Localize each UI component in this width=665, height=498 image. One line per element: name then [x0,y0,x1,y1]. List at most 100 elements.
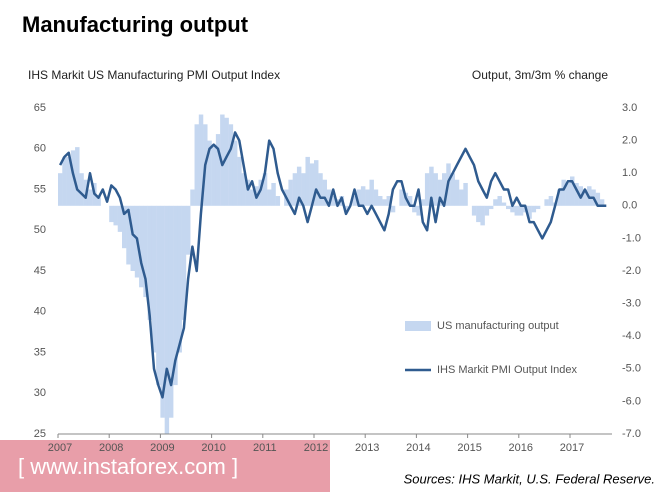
bar [262,173,268,206]
x-tick-label: 2013 [355,442,379,454]
bar [518,205,524,216]
y2-tick-label: -2.0 [622,265,641,277]
bar [224,117,229,206]
bar [258,179,263,206]
bar [292,173,298,206]
line [58,131,607,399]
bar [497,196,502,206]
bar [322,179,327,206]
bar [582,189,588,206]
bar [215,134,221,206]
bar [96,196,101,206]
y2-tick-label: -4.0 [622,330,641,342]
watermark-box [0,440,330,492]
x-tick-label: 2009 [150,442,174,454]
subtitle-left: IHS Markit US Manufacturing PMI Output I… [28,68,280,82]
bar [301,173,306,206]
bar [79,173,84,206]
bar [275,196,281,206]
bar [232,140,238,206]
bar [190,189,195,206]
bar [237,156,242,206]
bar [450,173,455,206]
chart-title: Manufacturing output [22,12,249,37]
bar [565,182,571,206]
bar [139,205,144,288]
bar [437,179,443,206]
bar [570,176,575,206]
bar [595,192,601,206]
bar [220,114,225,206]
y-tick-label: 25 [34,428,46,440]
x-tick-label: 2007 [48,442,72,454]
x-tick-label: 2017 [560,442,584,454]
y2-tick-label: 1.0 [622,167,637,179]
bar [75,147,80,206]
bar [480,205,485,226]
bar [510,205,515,213]
bar [484,205,490,216]
bar [160,205,165,418]
bar [130,205,135,271]
bar [433,173,438,206]
bar [574,182,579,206]
bar [318,173,323,206]
bar [62,156,67,206]
y2-tick-label: -6.0 [622,395,641,407]
bar [288,179,293,206]
bar [309,163,315,206]
y2-tick-label: -5.0 [622,363,641,375]
bar [250,189,255,206]
bar [117,205,123,232]
legend-label: US manufacturing output [437,320,559,332]
bar [198,114,204,206]
bar [66,156,71,206]
bar [488,205,494,210]
bar [360,186,366,206]
x-tick-label: 2008 [99,442,123,454]
watermark: [ www.instaforex.com ] [18,454,238,479]
x-tick-label: 2015 [457,442,481,454]
x-tick-label: 2010 [201,442,225,454]
bar [109,205,114,223]
bar [211,147,217,206]
bar [156,205,161,386]
bar [420,199,426,206]
bar [245,179,251,206]
y2-tick-label: -7.0 [622,428,641,440]
bar [126,205,131,265]
y2-tick-label: -1.0 [622,232,641,244]
source: Sources: IHS Markit, U.S. Federal Reserv… [404,471,655,486]
bar [416,205,421,216]
bar [557,189,562,206]
bar [143,205,148,298]
bar [531,205,537,213]
bar [471,205,477,216]
bar [442,173,447,206]
bar [535,205,541,210]
legend-swatch [405,321,431,331]
y-tick-label: 65 [34,102,46,114]
bar [267,189,272,206]
bar [378,196,383,206]
bar [352,196,357,206]
bar [168,205,174,418]
y-tick-label: 35 [34,346,46,358]
x-tick-label: 2014 [406,442,430,454]
bar [454,179,460,206]
bar [207,140,212,206]
bar [331,196,336,206]
bar [151,205,157,353]
x-tick-label: 2011 [253,442,277,454]
bar [407,196,413,206]
bar [147,205,153,320]
bar [122,205,127,249]
y-tick-label: 45 [34,265,46,277]
y-tick-label: 60 [34,143,46,155]
bar [386,196,391,206]
bar [506,205,511,210]
bar [382,199,387,206]
bar [241,173,246,206]
legend-label: IHS Markit PMI Output Index [437,364,577,376]
